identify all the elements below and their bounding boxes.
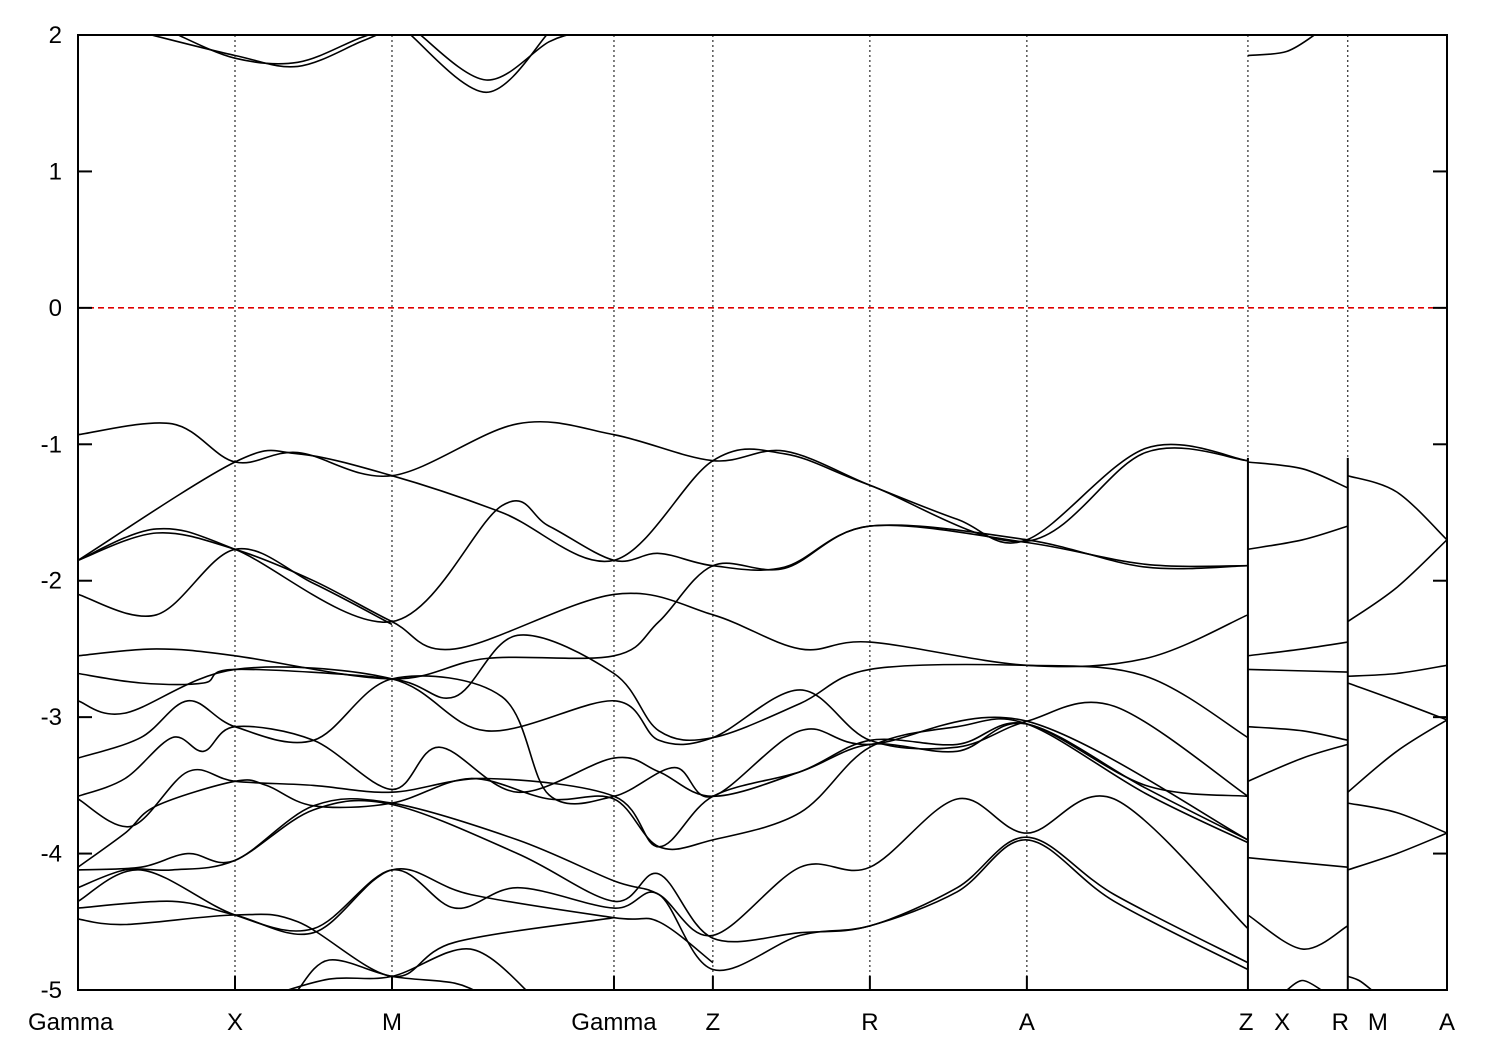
band-39	[1347, 832, 1447, 871]
k-point-label: M	[1368, 1009, 1388, 1036]
k-point-label: Z	[1239, 1009, 1254, 1036]
band-15	[78, 868, 714, 964]
bands	[78, 35, 1447, 990]
k-point-label: R	[1332, 1009, 1349, 1036]
band-4	[78, 547, 393, 626]
k-point-label: Gamma	[28, 1009, 114, 1036]
band-21	[409, 35, 548, 94]
y-tick-label: -4	[41, 841, 62, 868]
band-38	[1347, 802, 1447, 834]
kpoint-gridlines	[234, 35, 1349, 990]
k-point-label: X	[227, 1009, 243, 1036]
band-7	[78, 666, 1249, 797]
y-tick-label: 0	[49, 295, 62, 322]
band-9	[78, 722, 1248, 798]
y-tick-label: -3	[41, 704, 62, 731]
band-11	[78, 718, 1249, 868]
k-point-label: A	[1439, 1009, 1455, 1036]
y-tick-label: -2	[41, 568, 62, 595]
band-5	[78, 524, 1248, 680]
band-20	[176, 35, 372, 65]
band-2	[78, 500, 1248, 623]
band-29	[1247, 743, 1349, 783]
plot-frame	[77, 34, 1448, 991]
band-24	[1247, 461, 1349, 489]
k-point-label: Gamma	[571, 1009, 657, 1036]
band-6	[78, 634, 1249, 742]
band-25	[1247, 525, 1349, 551]
band-1	[78, 447, 1248, 563]
band-31	[1247, 914, 1349, 950]
band-40	[1347, 975, 1373, 990]
band-30	[1247, 856, 1348, 868]
y-axis-ticks: 2 1 0 -1 -2 -3 -4 -5	[41, 22, 1447, 1004]
band-35	[1347, 664, 1447, 677]
band-23	[1247, 35, 1316, 57]
x-axis-ticks: Gamma X M Gamma Z R A Z X R M A	[28, 976, 1455, 1036]
band-0	[78, 420, 1249, 544]
band-8	[78, 675, 1249, 841]
band-28	[1247, 725, 1348, 742]
k-point-label: M	[382, 1009, 402, 1036]
band-22	[419, 35, 572, 81]
band-34	[1347, 539, 1447, 623]
k-point-label: Z	[706, 1009, 721, 1036]
path-breaks	[1246, 457, 1349, 990]
y-tick-label: 2	[49, 22, 62, 49]
band-16	[78, 913, 615, 978]
band-32	[1286, 979, 1322, 990]
band-36	[1347, 682, 1447, 721]
k-point-label: A	[1019, 1009, 1035, 1036]
k-point-label: R	[861, 1009, 878, 1036]
y-tick-label: 1	[49, 158, 62, 185]
band-3	[78, 531, 1249, 668]
band-14	[78, 839, 1249, 972]
y-tick-label: -1	[41, 431, 62, 458]
y-tick-label: -5	[41, 977, 62, 1004]
band-26	[1247, 641, 1348, 657]
band-27	[1247, 668, 1348, 673]
band-37	[1347, 719, 1447, 793]
band-33	[1347, 474, 1447, 541]
band-19	[148, 35, 379, 68]
k-point-label: X	[1274, 1009, 1290, 1036]
band-13	[78, 799, 1249, 964]
